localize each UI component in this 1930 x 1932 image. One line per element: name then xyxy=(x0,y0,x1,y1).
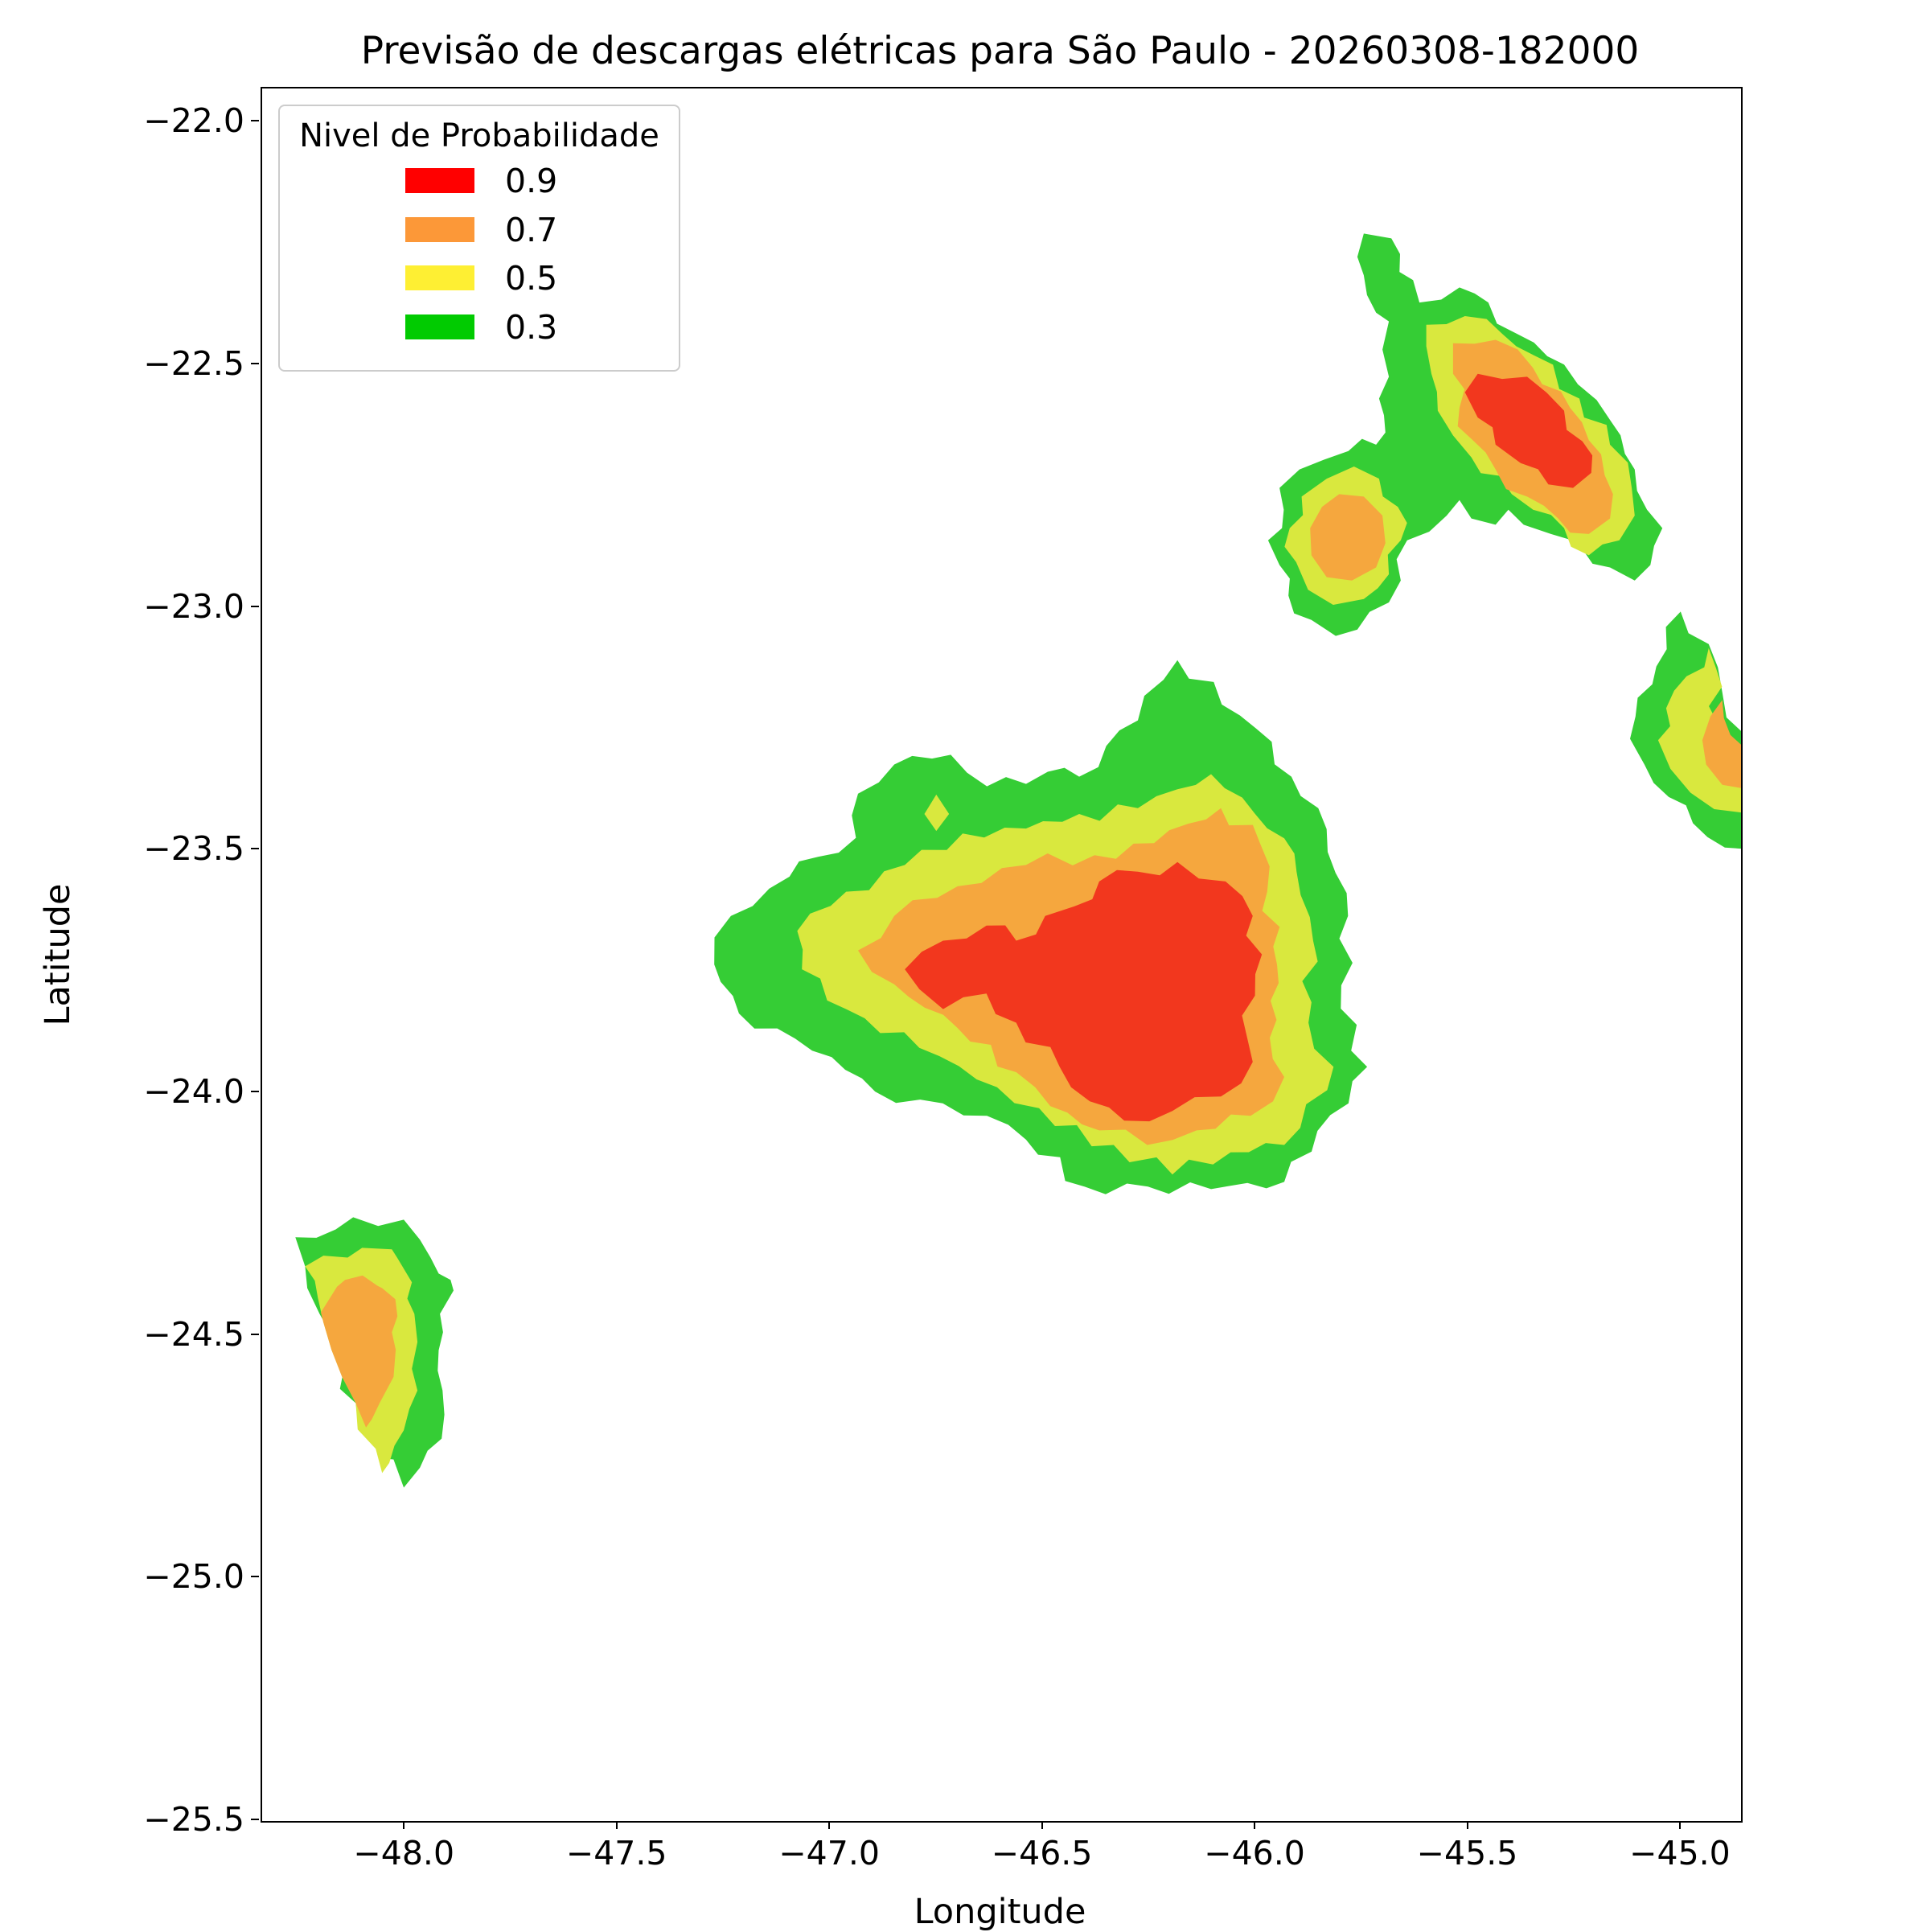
y-tick-label: −25.5 xyxy=(143,1800,244,1839)
legend-swatch-0.5 xyxy=(405,265,474,290)
x-tick-mark xyxy=(1254,1821,1256,1829)
y-tick-label: −24.0 xyxy=(143,1071,244,1111)
y-tick-mark xyxy=(251,1333,259,1335)
y-tick-mark xyxy=(251,1819,259,1820)
legend-entry: 0.7 xyxy=(280,212,679,248)
y-tick-label: −23.5 xyxy=(143,829,244,869)
y-tick-mark xyxy=(251,1576,259,1578)
plot-area xyxy=(261,87,1743,1823)
contour-region-main-central-storm-islet-0.5 xyxy=(924,794,950,832)
legend-entry: 0.9 xyxy=(280,163,679,199)
contour-region-main-central-storm-0.9 xyxy=(905,861,1263,1122)
y-tick-label: −24.5 xyxy=(143,1314,244,1354)
legend-entry: 0.5 xyxy=(280,261,679,296)
y-tick-label: −22.5 xyxy=(143,343,244,383)
legend-value: 0.5 xyxy=(505,259,558,298)
y-tick-mark xyxy=(251,605,259,607)
y-axis-label: Latitude xyxy=(38,883,78,1026)
x-tick-label: −47.0 xyxy=(778,1834,880,1872)
contour-region-northeast-storm-west-lobe-0.7 xyxy=(1310,494,1386,581)
y-tick-mark xyxy=(251,848,259,850)
legend-value: 0.3 xyxy=(505,307,558,347)
contour-region-east-edge-cell-0.7 xyxy=(1702,700,1741,788)
y-tick-label: −25.0 xyxy=(143,1557,244,1597)
legend-swatch-0.3 xyxy=(405,314,474,339)
x-tick-mark xyxy=(1678,1821,1681,1829)
page-title: Previsão de descargas elétricas para São… xyxy=(360,29,1640,73)
y-tick-mark xyxy=(251,362,259,364)
legend-swatch-0.9 xyxy=(405,168,474,193)
legend-value: 0.7 xyxy=(505,210,558,249)
x-tick-mark xyxy=(1466,1821,1468,1829)
x-tick-label: −45.0 xyxy=(1629,1834,1731,1872)
x-tick-mark xyxy=(828,1821,831,1829)
x-tick-label: −48.0 xyxy=(353,1834,455,1872)
x-tick-label: −45.5 xyxy=(1416,1834,1518,1872)
contour-region-northeast-storm-0.9 xyxy=(1464,373,1593,488)
y-tick-mark xyxy=(251,120,259,122)
y-tick-mark xyxy=(251,1090,259,1092)
legend-value: 0.9 xyxy=(505,162,558,200)
x-tick-mark xyxy=(403,1821,405,1829)
y-tick-label: −23.0 xyxy=(143,586,244,626)
x-tick-mark xyxy=(1041,1821,1043,1829)
y-tick-label: −22.0 xyxy=(143,101,244,141)
x-tick-mark xyxy=(615,1821,618,1829)
legend-box: Nivel de Probabilidade 0.9 0.7 0.5 0.3 xyxy=(278,105,680,372)
x-tick-label: −46.0 xyxy=(1204,1834,1305,1872)
legend-entry: 0.3 xyxy=(280,310,679,345)
contour-plot xyxy=(295,233,1741,1488)
legend-title: Nivel de Probabilidade xyxy=(299,117,659,154)
x-tick-label: −46.5 xyxy=(991,1834,1093,1872)
x-tick-label: −47.5 xyxy=(565,1834,667,1872)
x-axis-label: Longitude xyxy=(914,1892,1086,1932)
legend-swatch-0.7 xyxy=(405,216,474,242)
contour-region-southwest-coastal-cell-0.7 xyxy=(321,1275,398,1428)
